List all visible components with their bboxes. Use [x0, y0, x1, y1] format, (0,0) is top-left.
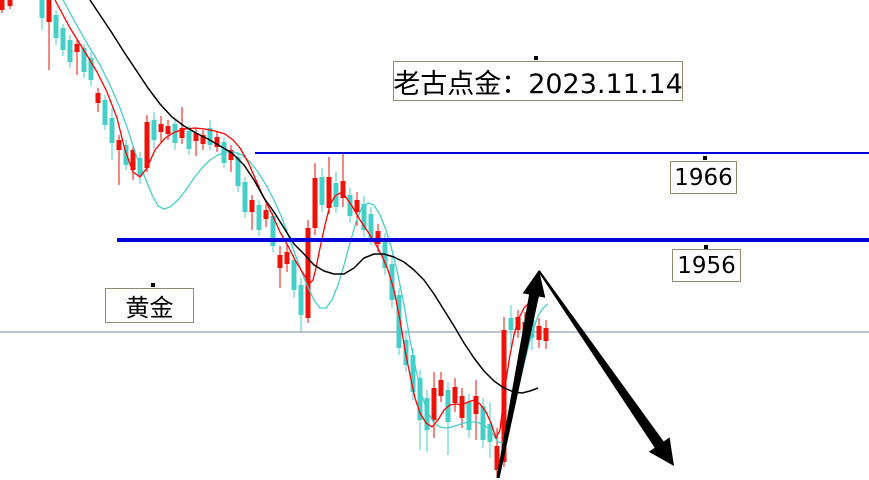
candle-body	[375, 231, 381, 244]
candle-body	[354, 200, 360, 212]
candle-body	[263, 210, 269, 219]
candle-body	[116, 140, 122, 150]
candle-body	[151, 120, 157, 140]
candle-body	[53, 15, 59, 38]
candle-body	[242, 182, 248, 212]
level-1956-anchor-handle[interactable]	[704, 245, 708, 249]
symbol-box-anchor-handle[interactable]	[151, 283, 155, 287]
candle-body	[0, 0, 5, 10]
candle-body	[529, 320, 535, 338]
candle-body	[172, 124, 178, 143]
candle-body	[536, 326, 542, 340]
candle-body	[130, 150, 136, 170]
candle-body	[431, 388, 437, 420]
candle-body	[466, 402, 472, 430]
candle-body	[438, 380, 444, 396]
candle-body	[123, 145, 129, 165]
candle-body	[193, 133, 199, 141]
candle-body	[298, 285, 304, 315]
candle-body	[200, 135, 206, 144]
candle-body	[207, 128, 213, 145]
candle-body	[319, 177, 325, 205]
analysis-title-label: 老古点金：2023.11.14	[393, 68, 683, 100]
candle-body	[256, 205, 262, 230]
symbol-label: 黄金	[125, 294, 174, 322]
candle-body	[81, 48, 87, 72]
resistance-level-1956-label: 1956	[677, 252, 736, 279]
ma-slow-black-line	[89, 0, 539, 394]
candle-body	[515, 317, 521, 330]
title-box-anchor-handle[interactable]	[534, 56, 538, 60]
resistance-level-1956-box[interactable]: 1956	[672, 249, 741, 282]
candle-body	[473, 396, 479, 414]
candle-body	[109, 118, 115, 143]
down-arrow[interactable]	[538, 270, 674, 466]
symbol-box[interactable]: 黄金	[105, 288, 194, 323]
candle-body	[228, 150, 234, 160]
candle-body	[487, 424, 493, 442]
candle-body	[179, 128, 185, 138]
level-1966-anchor-handle[interactable]	[703, 156, 707, 160]
resistance-level-1966-box[interactable]: 1966	[670, 161, 737, 194]
candle-body	[340, 181, 346, 198]
candle-body	[347, 195, 353, 216]
candle-body	[326, 177, 332, 208]
candle-body	[7, 0, 13, 6]
candle-body	[88, 58, 94, 80]
candle-body	[60, 28, 66, 50]
candle-body	[165, 126, 171, 134]
candle-body	[270, 216, 276, 246]
candle-body	[396, 295, 402, 348]
candle-body	[424, 398, 430, 430]
candle-body	[459, 396, 465, 418]
candle-body	[410, 355, 416, 392]
candle-body	[249, 200, 255, 212]
candle-body	[67, 40, 73, 62]
ma-fast-red-line	[54, 0, 537, 439]
candle-body	[46, 0, 52, 22]
candle-body	[452, 387, 458, 403]
candle-body	[480, 406, 486, 440]
candle-body	[74, 44, 80, 52]
candle-body	[368, 214, 374, 238]
candle-body	[102, 100, 108, 125]
candle-body	[186, 131, 192, 149]
candle-body	[305, 228, 311, 318]
analysis-title-box[interactable]: 老古点金：2023.11.14	[393, 61, 683, 101]
candle-body	[277, 255, 283, 268]
candle-body	[508, 318, 514, 330]
candle-body	[417, 378, 423, 420]
candle-body	[137, 158, 143, 176]
candle-body	[291, 260, 297, 290]
candle-body	[494, 446, 500, 470]
candle-body	[144, 122, 150, 168]
candle-body	[543, 328, 549, 341]
candle-body	[95, 93, 101, 103]
candle-body	[214, 137, 220, 147]
resistance-level-1966-label: 1966	[674, 164, 733, 191]
up-arrow[interactable]	[496, 270, 546, 479]
ma-mid-cyan-line	[62, 0, 549, 444]
candle-body	[361, 204, 367, 230]
candle-body	[312, 178, 318, 228]
candle-body	[284, 252, 290, 264]
candle-body	[235, 157, 241, 186]
candle-body	[39, 0, 45, 18]
candle-body	[158, 124, 164, 132]
